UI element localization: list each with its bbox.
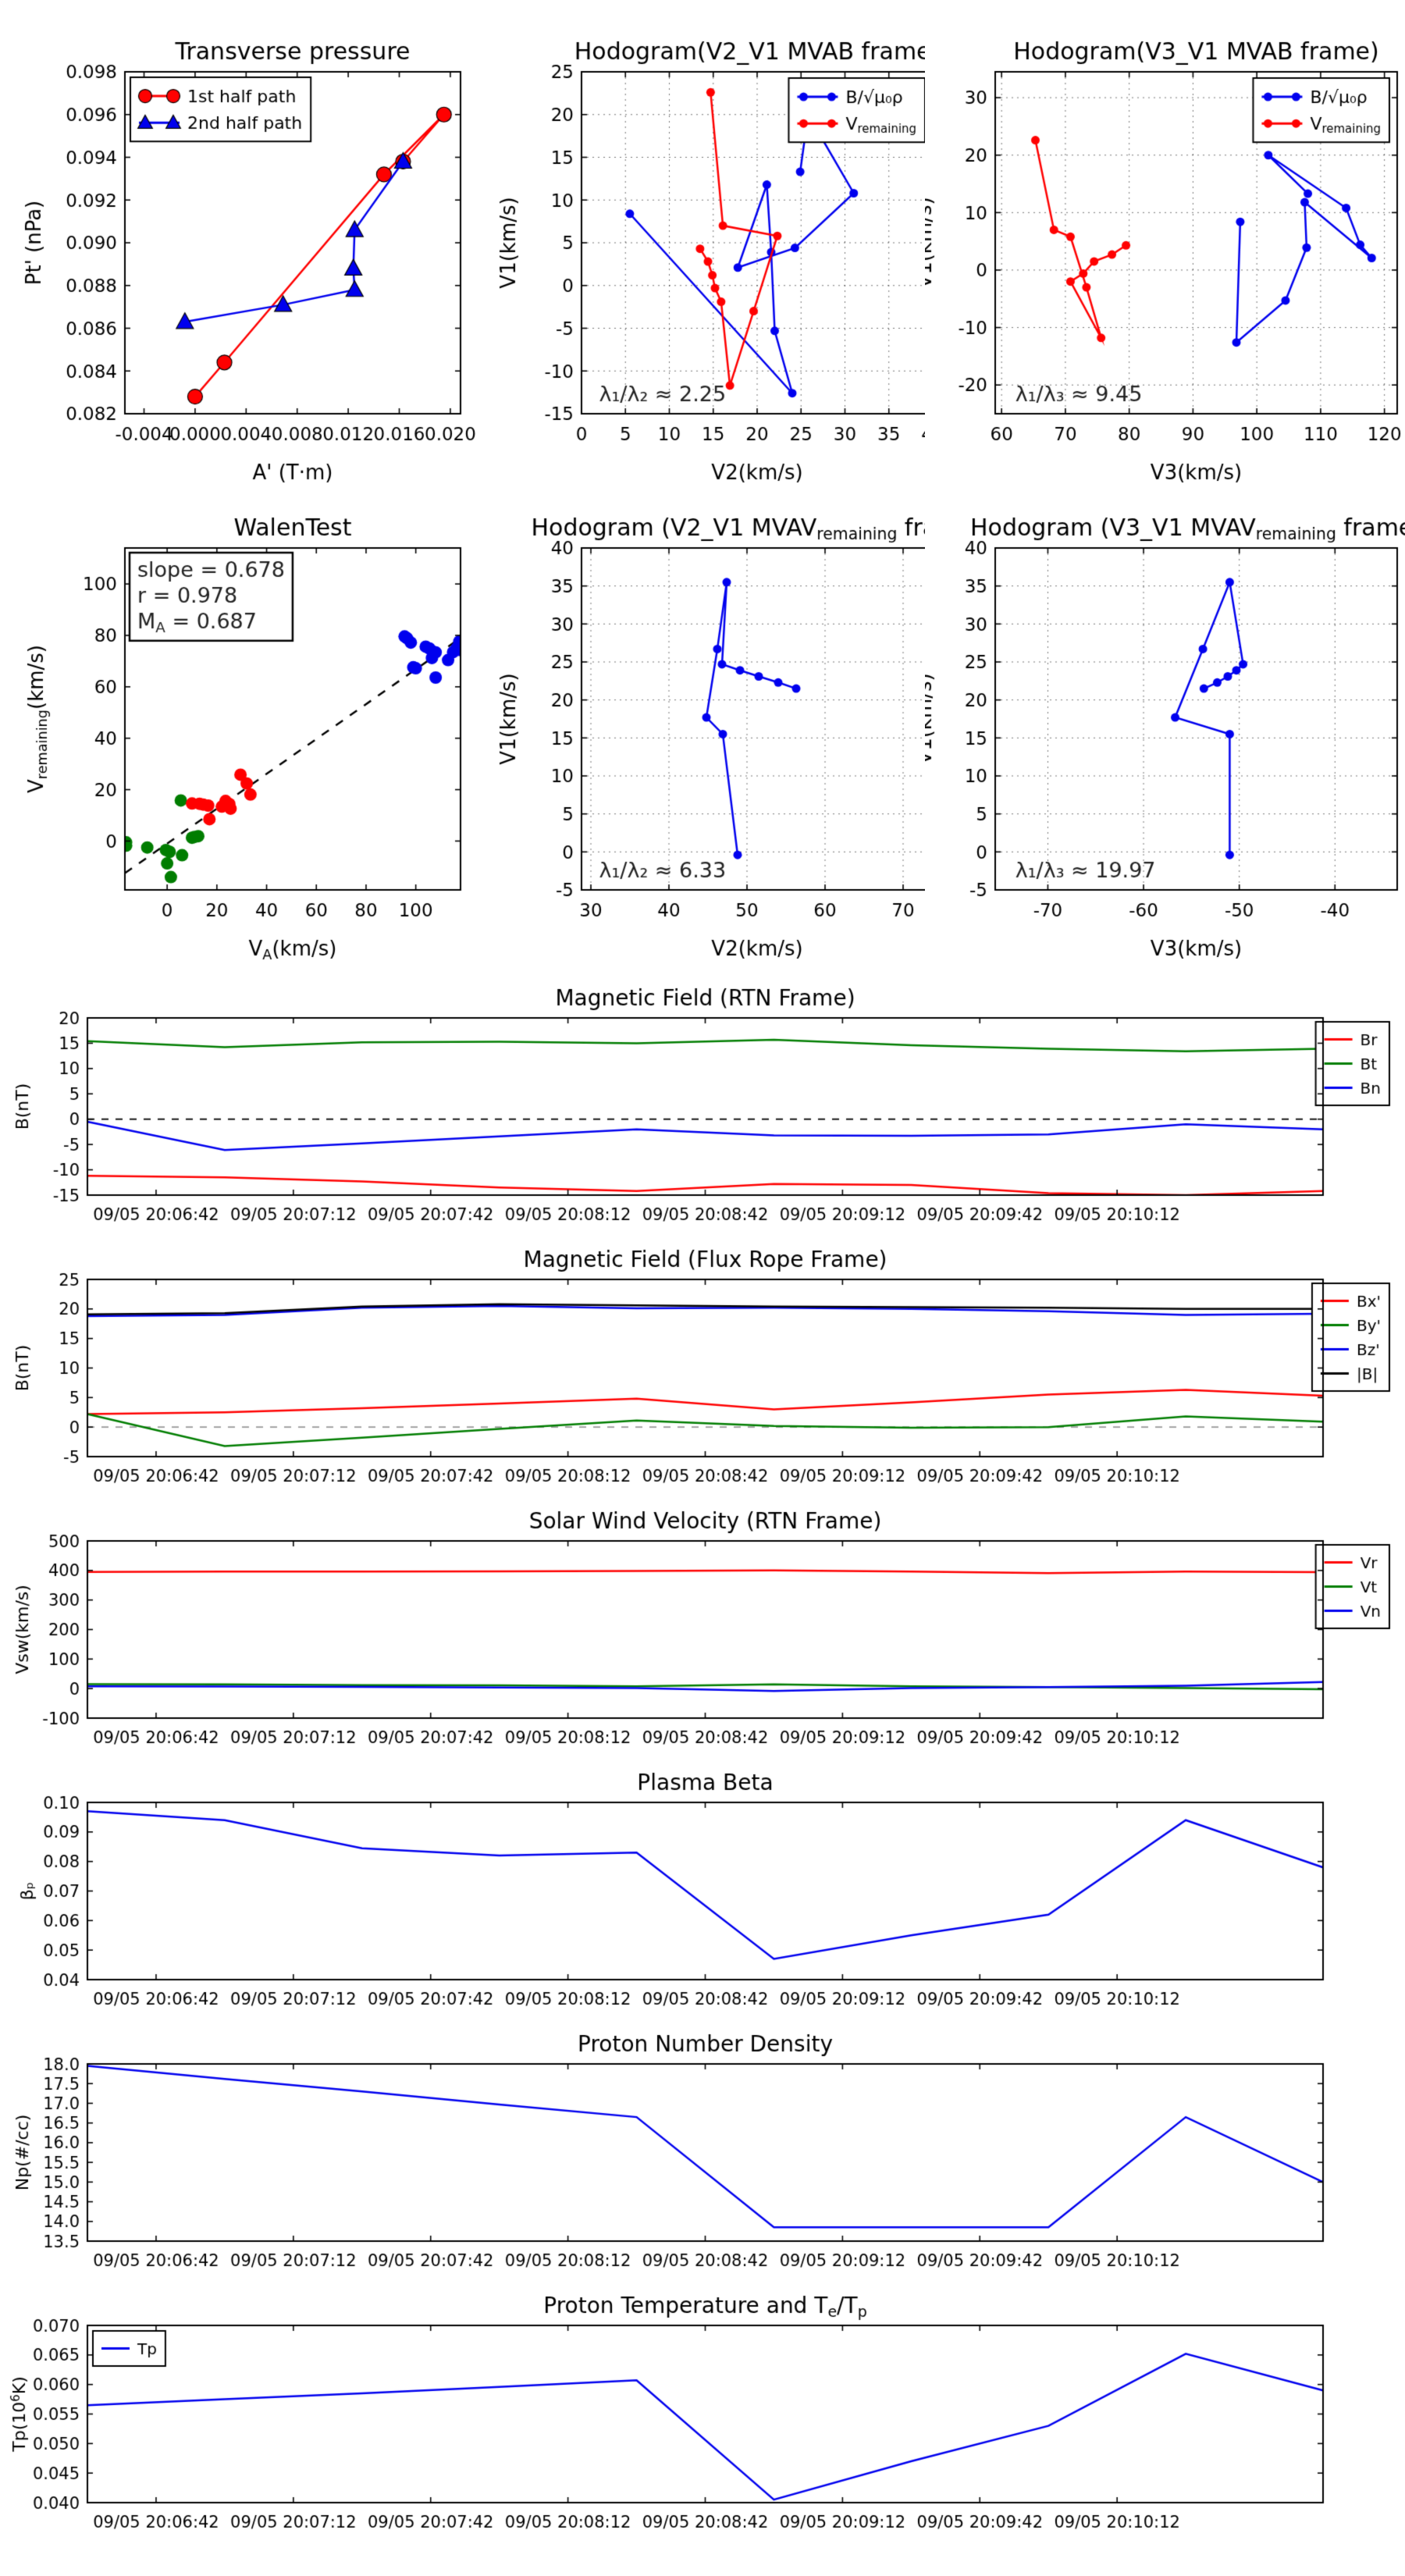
hodogram-v3-mvav-chart: [925, 490, 1405, 968]
hodogram-v3-mvab-chart: [925, 14, 1405, 492]
solar-wind-velocity-panel: [0, 1505, 1405, 1767]
hodogram-v2-mvab-chart: [492, 14, 944, 492]
transverse-pressure-chart: [16, 14, 484, 492]
proton-temperature-panel: [0, 2290, 1405, 2551]
magnetic-field-rtn-panel: [0, 982, 1405, 1244]
proton-density-panel: [0, 2028, 1405, 2290]
walen-test-chart: [16, 490, 484, 968]
hodogram-v2-mvav-chart: [492, 490, 944, 968]
plasma-beta-panel: [0, 1767, 1405, 2028]
magnetic-field-fluxrope-panel: [0, 1244, 1405, 1505]
